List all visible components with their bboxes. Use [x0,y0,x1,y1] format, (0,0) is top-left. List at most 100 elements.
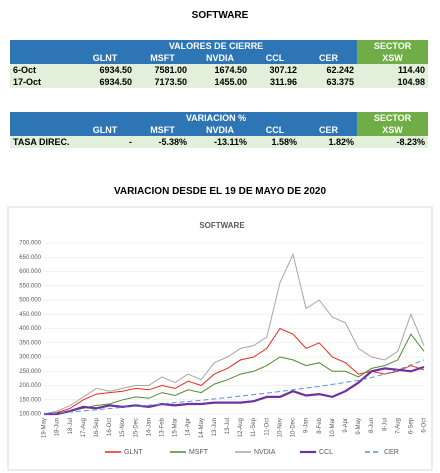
cell: 1.58% [250,136,300,148]
cell: MSFT [135,124,190,136]
cell: 1455.00 [190,76,250,88]
series-line [43,327,425,415]
cell: 114.40 [357,64,429,76]
y-tick-label: 550.000 [19,283,41,289]
y-tick-label: 600.000 [19,269,41,275]
cell: TASA DIREC. [10,136,75,148]
x-tick-label: 16-Sep [94,417,100,437]
chart-frame [7,206,433,471]
legend-label: MSFT [189,449,209,456]
cell: 6934.50 [75,64,135,76]
x-tick-label: 8-Jun [369,418,375,433]
cell: XSW [357,124,429,136]
x-tick-label: 14-Apr [186,418,192,436]
cell: VALORES DE CIERRE [75,40,358,52]
x-tick-label: 6-Sep [408,417,414,434]
row: 17-Oct 6934.50 7173.50 1455.00 311.96 63.375 1… [10,76,429,88]
chart-title: SOFTWARE [199,221,245,230]
cell: 1674.50 [190,64,250,76]
cell: 307.12 [250,64,300,76]
x-tick-label: 14-May [199,418,205,438]
cell: 6934.50 [75,76,135,88]
x-tick-label: 16-Oct [107,418,113,436]
cell: CCL [250,52,300,64]
cell: -8.23% [357,136,429,148]
y-tick-label: 500.000 [19,298,41,304]
row: VARIACION % SECTOR [10,112,429,124]
x-tick-label: 15-Dec [133,418,139,437]
cell: -5.38% [135,136,190,148]
row: GLNT MSFT NVDIA CCL CER XSW [10,124,429,136]
x-tick-label: 11-Oct [264,418,270,436]
cell: 104.98 [357,76,429,88]
x-tick-label: 13-Jul [225,418,231,434]
cell: 311.96 [250,76,300,88]
y-tick-label: 700.000 [19,241,41,247]
x-tick-label: 14-Jan [146,418,152,436]
x-tick-label: 15-Nov [120,418,126,437]
cell: NVDIA [190,52,250,64]
y-tick-label: 200.000 [19,383,41,389]
x-tick-label: 12-Aug [238,418,244,437]
x-tick-label: 9-Jan [304,418,310,433]
x-tick-label: 11-Sep [251,417,257,437]
x-tick-label: 13-Jun [212,418,218,436]
x-tick-label: 10-Nov [277,418,283,437]
row: GLNT MSFT NVDIA CCL CER XSW [10,52,429,64]
legend-label: CCL [319,449,333,456]
series-line [43,252,425,415]
cell: SECTOR [357,40,429,52]
cell: 6-Oct [10,64,75,76]
x-tick-label: 10-Mar [330,418,336,437]
row: 6-Oct 6934.50 7581.00 1674.50 307.12 62.242 11… [10,64,429,76]
y-tick-label: 150.000 [19,397,41,403]
x-tick-label: 19-May [42,418,48,438]
x-tick-label: 8-Feb [317,417,323,433]
cell: VARIACION % [75,112,358,124]
cell [10,40,75,52]
y-tick-label: 450.000 [19,312,41,318]
x-tick-label: 6-Oct [422,418,428,433]
series-line [44,365,425,416]
cell [10,124,75,136]
legend-label: CER [384,449,399,456]
x-tick-label: 10-Dec [291,418,297,437]
cell: -13.11% [190,136,250,148]
row: TASA DIREC. - -5.38% -13.11% 1.58% 1.82% -8.23… [10,136,429,148]
cell: MSFT [135,52,190,64]
page-title: SOFTWARE [191,10,249,21]
x-tick-label: 7-Aug [395,418,401,434]
y-tick-label: 350.000 [19,340,41,346]
x-tick-label: 9-Apr [343,418,349,433]
cell: 7173.50 [135,76,190,88]
cell: CER [300,124,358,136]
cell: NVDIA [190,124,250,136]
row: VALORES DE CIERRE SECTOR [10,40,429,52]
table: VALORES DE CIERRE SECTOR GLNT MSFT NVDIA CCL C… [10,40,429,88]
heading: VARIACION DESDE EL 19 DE MAYO DE 2020 [113,186,327,197]
y-tick-label: 300.000 [19,355,41,361]
cell: - [75,136,135,148]
y-tick-label: 100.000 [19,412,41,418]
cell: GLNT [75,124,135,136]
series-line [44,333,425,415]
y-tick-label: 400.000 [19,326,41,332]
legend-label: NVDIA [254,449,276,456]
cell: 1.82% [300,136,358,148]
x-tick-label: 8-Jul [382,418,388,431]
cell: 62.242 [300,64,358,76]
x-tick-label: 9-May [356,418,362,435]
cell: 7581.00 [135,64,190,76]
x-tick-label: 18-Jun [55,418,61,436]
cell: 63.375 [300,76,358,88]
legend-label: GLNT [124,449,143,456]
cell: XSW [357,52,429,64]
y-tick-label: 250.000 [19,369,41,375]
x-tick-label: 17-Aug [81,418,87,437]
cell: SECTOR [357,112,429,124]
x-tick-label: 15-Mar [173,418,179,437]
x-tick-label: 18-Jul [68,418,74,434]
x-tick-label: 13-Feb [160,417,166,437]
